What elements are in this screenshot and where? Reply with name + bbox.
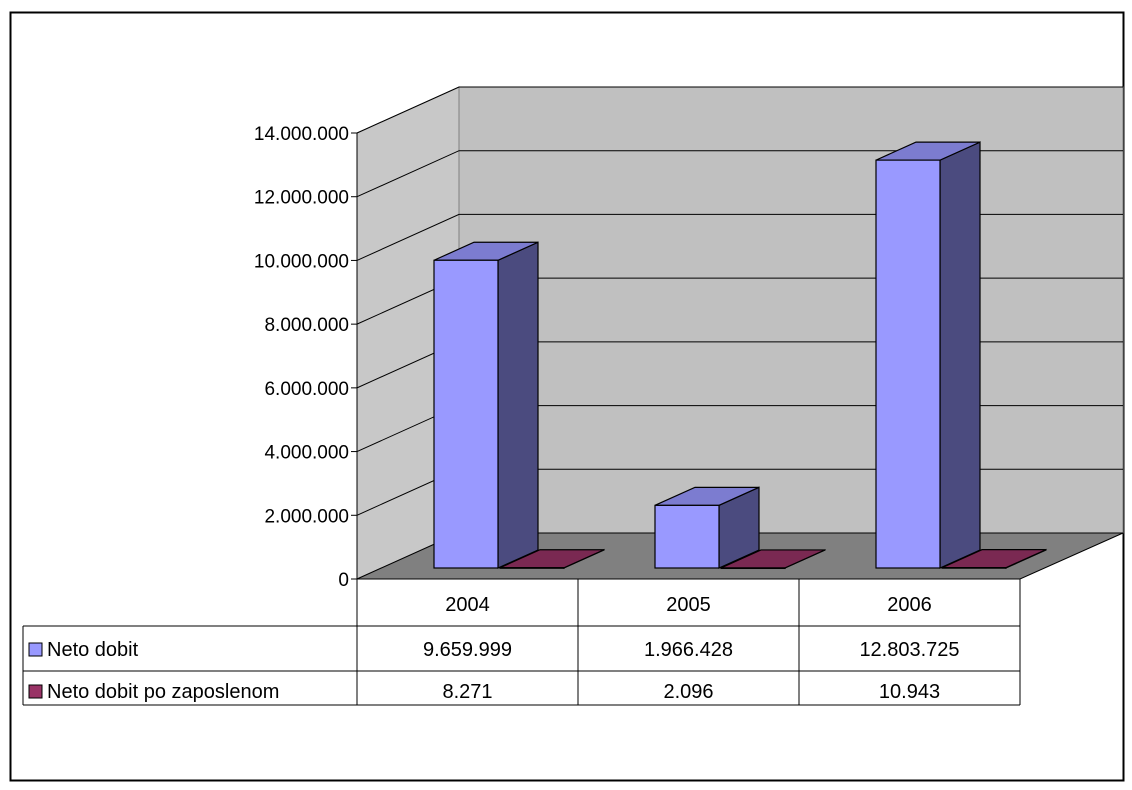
legend-key (28, 684, 43, 699)
bar (654, 504, 720, 569)
data-label: 9.659.999 (423, 639, 512, 661)
y-tick-label: 10.000.000 (254, 251, 349, 272)
y-tick-label: 12.000.000 (254, 188, 349, 209)
data-label: 1.966.428 (644, 639, 733, 661)
data-label: 2.096 (663, 681, 713, 703)
y-tick-label: 14.000.000 (254, 124, 349, 145)
bars (433, 141, 1047, 570)
x-category-label: 2006 (887, 594, 932, 616)
back-wall (458, 86, 1124, 534)
series-name: Neto dobit (47, 639, 139, 661)
y-tick-label: 4.000.000 (264, 443, 349, 464)
bar (433, 259, 499, 569)
data-label: 12.803.725 (859, 639, 959, 661)
y-tick-label: 0 (338, 570, 349, 591)
data-label: 8.271 (442, 681, 492, 703)
data-table: 2004 2005 2006 Neto dobit 9.659.999 1.966.428… (22, 579, 1021, 706)
data-label: 10.943 (879, 681, 940, 703)
bar (875, 159, 941, 569)
y-tick-label: 6.000.000 (264, 379, 349, 400)
x-category-label: 2004 (445, 594, 490, 616)
bar-side (939, 141, 981, 569)
legend-key (28, 642, 43, 657)
y-axis: 0 2.000.000 4.000.000 6.000.000 8.000.000 10.… (254, 124, 358, 591)
bar-side (497, 241, 539, 569)
y-tick-label: 2.000.000 (264, 506, 349, 527)
x-category-label: 2005 (666, 594, 711, 616)
y-tick-label: 8.000.000 (264, 315, 349, 336)
bar (720, 567, 786, 570)
bar (499, 567, 565, 569)
gridline (356, 86, 1123, 134)
series-name: Neto dobit po zaposlenom (47, 681, 279, 703)
bar (941, 567, 1007, 569)
